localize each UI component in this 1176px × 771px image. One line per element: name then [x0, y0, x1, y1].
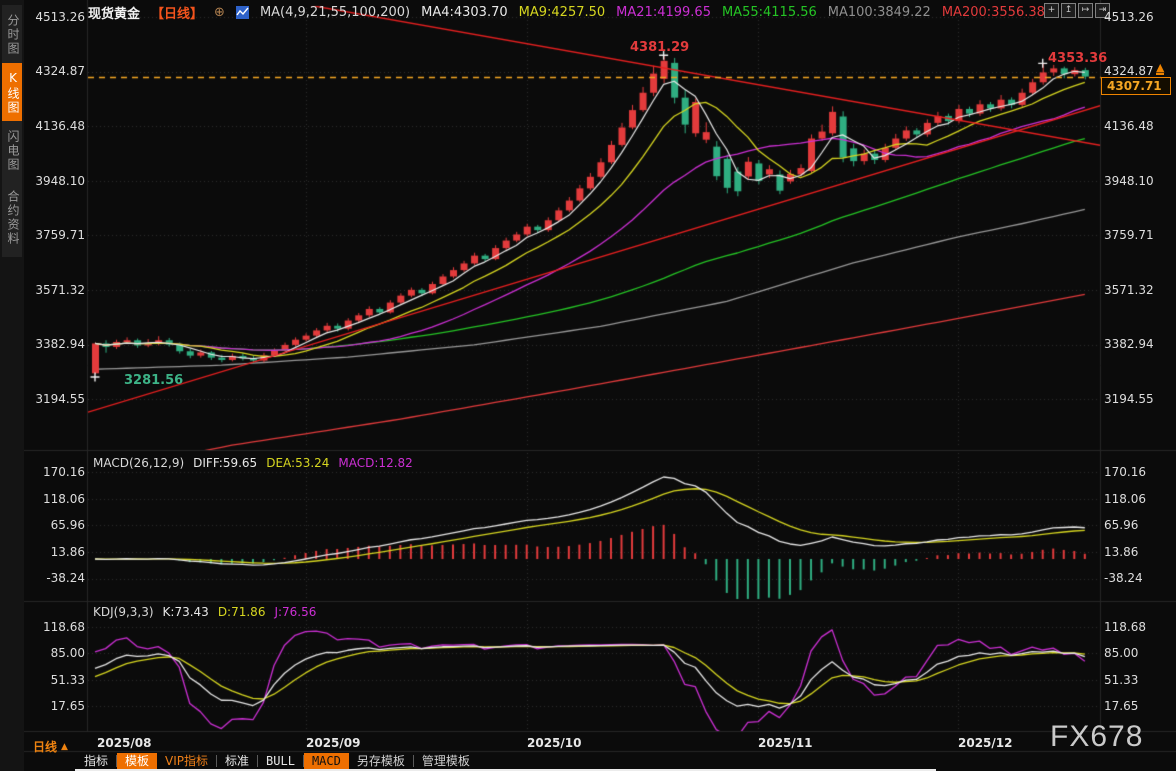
- macd-axis-left: 170.16: [43, 465, 85, 479]
- sidebar-tab-candle-chart[interactable]: K线图: [2, 63, 22, 123]
- toolbar-item-standard[interactable]: 标准: [225, 753, 250, 768]
- sidebar-tab-time-chart[interactable]: 分时图: [2, 5, 22, 65]
- price-axis-left: 3571.32: [35, 283, 85, 297]
- dea-value: DEA:53.24: [266, 456, 330, 470]
- kdj-axis-right: 17.65: [1104, 699, 1139, 713]
- price-axis-right: 3948.10: [1104, 174, 1154, 188]
- kdj-axis-left: 85.00: [50, 646, 85, 660]
- price-axis-right: 3759.71: [1104, 228, 1154, 242]
- ma4-value: MA4:4303.70: [421, 5, 508, 20]
- zoom-in-icon[interactable]: ↥: [1061, 3, 1076, 18]
- macd-header: MACD(26,12,9) DIFF:59.65 DEA:53.24 MACD:…: [93, 456, 413, 470]
- toolbar-separator: [216, 754, 218, 767]
- kdj-name: KDJ(9,3,3): [93, 605, 154, 619]
- toolbar-item-macd[interactable]: MACD: [303, 752, 349, 769]
- price-axis-left: 4136.48: [35, 119, 85, 133]
- symbol-name: 现货黄金: [88, 7, 141, 22]
- price-axis-right: 4513.26: [1104, 10, 1154, 24]
- ma-settings-label: MA(4,9,21,55,100,200): [259, 5, 411, 20]
- x-axis-label: 2025/12: [958, 736, 1013, 750]
- ma9-value: MA9:4257.50: [518, 5, 606, 20]
- ma200-value: MA200:3556.38: [941, 5, 1045, 20]
- toolbar-item-manage-templates[interactable]: 管理模板: [421, 753, 470, 768]
- ma55-value: MA55:4115.56: [721, 5, 817, 20]
- sidebar: 分时图 K线图 闪电图 合约资料: [0, 0, 24, 771]
- price-axis-left: 3194.55: [35, 392, 85, 406]
- price-axis-right: 4324.87: [1104, 64, 1154, 78]
- brand-watermark: FX678: [1050, 720, 1144, 753]
- macd-axis-right: 170.16: [1104, 465, 1146, 479]
- x-axis-label: 2025/09: [306, 736, 361, 750]
- price-axis-left: 3948.10: [35, 174, 85, 188]
- macd-axis-right: -38.24: [1104, 571, 1143, 585]
- toolbar-separator: [257, 754, 259, 767]
- j-value: J:76.56: [274, 605, 317, 619]
- peak-high-label: 4381.29: [630, 40, 690, 55]
- toolbar-item-vip-indicators[interactable]: VIP指标: [165, 753, 209, 768]
- kdj-axis-right: 51.33: [1104, 673, 1139, 687]
- scroll-to-latest-marker[interactable]: ▲: [1156, 61, 1165, 75]
- toolbar-item-indicators[interactable]: 指标: [84, 753, 109, 768]
- diff-value: DIFF:59.65: [193, 456, 258, 470]
- macd-value: MACD:12.82: [338, 456, 413, 470]
- toolbar-item-templates[interactable]: 模板: [117, 752, 158, 769]
- price-axis-left: 3382.94: [35, 337, 85, 351]
- add-indicator-icon[interactable]: ⊕: [214, 5, 225, 20]
- period-selector[interactable]: 【日线】: [151, 7, 204, 22]
- ma100-value: MA100:3849.22: [827, 5, 931, 20]
- kdj-axis-left: 17.65: [50, 699, 85, 713]
- current-price-box: 4307.71: [1101, 77, 1171, 95]
- kdj-axis-left: 51.33: [50, 673, 85, 687]
- kdj-axis-left: 118.68: [43, 620, 85, 634]
- chart-tool-icons: + ↥ ↦ ⇥: [1044, 3, 1110, 18]
- period-dropdown[interactable]: 日线 ▲: [33, 738, 68, 755]
- macd-axis-left: 118.06: [43, 492, 85, 506]
- toolbar-item-save-template[interactable]: 另存模板: [356, 753, 405, 768]
- x-axis-label: 2025/08: [97, 736, 152, 750]
- period-dropdown-label: 日线: [33, 740, 58, 754]
- low-label: 3281.56: [124, 373, 184, 388]
- chart-header: 现货黄金 【日线】 ⊕ MA(4,9,21,55,100,200) MA4:43…: [88, 3, 1045, 22]
- macd-axis-right: 118.06: [1104, 492, 1146, 506]
- macd-axis-left: 65.96: [50, 518, 85, 532]
- toolbar-separator: [302, 754, 304, 767]
- sidebar-tab-contract-info[interactable]: 合约资料: [2, 179, 22, 257]
- price-axis-left: 4513.26: [35, 10, 85, 24]
- macd-axis-right: 13.86: [1104, 545, 1139, 559]
- kdj-axis-right: 85.00: [1104, 646, 1139, 660]
- recent-high-label: 4353.36: [1048, 51, 1108, 66]
- ma21-value: MA21:4199.65: [616, 5, 711, 20]
- macd-axis-left: -38.24: [46, 571, 85, 585]
- x-axis-label: 2025/10: [527, 736, 582, 750]
- bottom-edge-strip: [75, 769, 936, 771]
- toolbar-item-bull[interactable]: BULL: [266, 753, 295, 768]
- price-axis-right: 3194.55: [1104, 392, 1154, 406]
- kdj-axis-right: 118.68: [1104, 620, 1146, 634]
- macd-axis-right: 65.96: [1104, 518, 1139, 532]
- sidebar-tab-flash-chart[interactable]: 闪电图: [2, 121, 22, 181]
- price-axis-right: 3382.94: [1104, 337, 1154, 351]
- toolbar-separator: [412, 754, 414, 767]
- price-axis-left: 4324.87: [35, 64, 85, 78]
- pan-icon[interactable]: +: [1044, 3, 1059, 18]
- price-axis-right: 3571.32: [1104, 283, 1154, 297]
- d-value: D:71.86: [217, 605, 266, 619]
- macd-name: MACD(26,12,9): [93, 456, 185, 470]
- bottom-toolbar: 指标 模板 VIP指标 标准 BULL MACD 另存模板 管理模板: [76, 752, 478, 769]
- mini-chart-icon: [235, 6, 249, 19]
- zoom-out-icon[interactable]: ↦: [1078, 3, 1093, 18]
- price-axis-left: 3759.71: [35, 228, 85, 242]
- period-dropdown-arrow-icon: ▲: [61, 741, 68, 752]
- x-axis-label: 2025/11: [758, 736, 813, 750]
- price-axis-right: 4136.48: [1104, 119, 1154, 133]
- k-value: K:73.43: [162, 605, 209, 619]
- macd-axis-left: 13.86: [50, 545, 85, 559]
- toolbar-separator: [116, 754, 118, 767]
- goto-latest-icon[interactable]: ⇥: [1095, 3, 1110, 18]
- kdj-header: KDJ(9,3,3) K:73.43 D:71.86 J:76.56: [93, 605, 316, 619]
